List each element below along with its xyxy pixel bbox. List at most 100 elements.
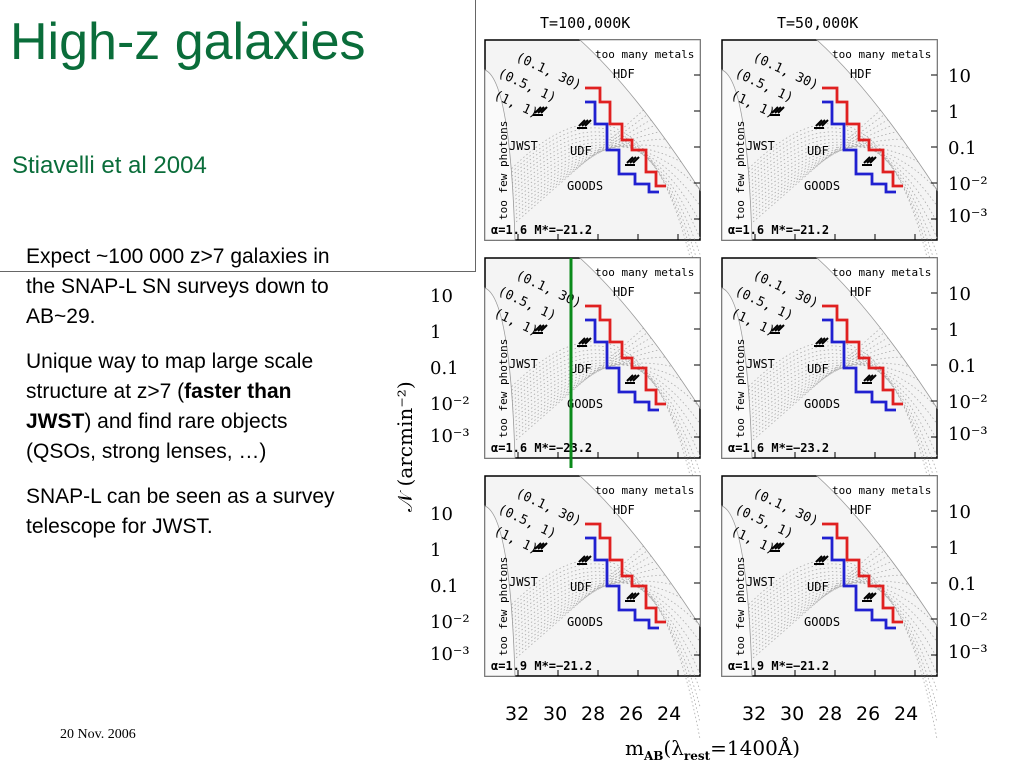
paragraph-unique: Unique way to map large scale structure … — [26, 347, 356, 467]
x-tick-label: 28 — [581, 703, 605, 725]
y-tick-label: 10⁻² — [948, 392, 988, 413]
survey-limit-marker — [814, 555, 829, 565]
survey-limit-marker — [770, 324, 785, 334]
x-axis-label: mAB(λrest=1400Å) — [625, 735, 800, 763]
label-row-params: α=1.6 M*=−23.2 — [491, 441, 592, 455]
label-goods: GOODS — [804, 615, 840, 629]
para2-bold: faster than JWST — [26, 380, 292, 433]
label-too-few-photons: too few photons — [734, 121, 747, 220]
contour-curve — [731, 131, 938, 271]
contour-curve — [494, 580, 701, 644]
label-row-params: α=1.6 M*=−21.2 — [728, 223, 829, 237]
label-jwst: JWST — [509, 139, 538, 153]
label-hdf: HDF — [850, 67, 872, 81]
contour-curve — [731, 364, 938, 434]
y-tick-label: 10⁻² — [948, 610, 988, 631]
contour-curve — [494, 345, 701, 505]
survey-limit-marker — [862, 592, 877, 602]
label-too-few-photons: too few photons — [497, 339, 510, 438]
y-tick-label: 10 — [430, 504, 453, 525]
contour-curve — [494, 528, 701, 670]
faint-region — [484, 69, 516, 241]
udf-limit-line — [585, 318, 659, 412]
contour-curve — [494, 127, 701, 287]
label-too-many-metals: too many metals — [832, 484, 931, 497]
contour-curve — [494, 567, 701, 707]
x-tick-label: 26 — [856, 703, 880, 725]
x-axis-subscript: rest — [684, 749, 711, 763]
x-tick-label: 24 — [657, 703, 681, 725]
survey-limit-marker — [625, 592, 640, 602]
contour-curve — [494, 574, 701, 659]
paragraph-survey: SNAP-L can be seen as a survey telescope… — [26, 485, 335, 538]
contour-curve — [494, 582, 701, 652]
hdf-limit-line — [822, 86, 903, 188]
excluded-region — [815, 39, 938, 192]
slide-title: High-z galaxies — [10, 13, 366, 71]
x-axis-text: m — [625, 736, 644, 760]
contour-curve — [494, 131, 701, 271]
label-too-few-photons: too few photons — [497, 121, 510, 220]
y-tick-label: 1 — [948, 320, 959, 341]
body-text: Expect ~100 000 z>7 galaxies in the SNAP… — [26, 242, 356, 557]
contour-curve — [494, 356, 701, 441]
label-row-params: α=1.6 M*=−23.2 — [728, 441, 829, 455]
label-row-params: α=1.9 M*=−21.2 — [728, 659, 829, 673]
contour-curve — [731, 563, 938, 723]
faint-region — [721, 505, 753, 677]
label-too-few-photons: too few photons — [734, 557, 747, 656]
label-too-few-photons: too few photons — [734, 339, 747, 438]
contour-curve — [494, 138, 701, 223]
x-tick-label: 32 — [742, 703, 766, 725]
udf-limit-line — [822, 536, 896, 630]
y-tick-label: 10 — [948, 502, 971, 523]
column-header: T=100,000K — [540, 14, 630, 32]
y-tick-label: 0.1 — [948, 574, 977, 595]
contour-curve — [494, 364, 701, 434]
contour-curve — [731, 582, 938, 652]
contour-curve — [731, 567, 938, 707]
x-tick-label: 32 — [505, 703, 529, 725]
contour-curve — [731, 580, 938, 644]
label-too-many-metals: too many metals — [832, 48, 931, 61]
contour-curve — [731, 528, 938, 670]
y-tick-label: 10⁻³ — [430, 426, 470, 447]
contour-curve — [731, 138, 938, 223]
label-udf: UDF — [807, 144, 829, 158]
contour-curve — [731, 574, 938, 659]
x-tick-label: 30 — [780, 703, 804, 725]
faint-region — [484, 287, 516, 459]
contour-curve — [731, 574, 938, 675]
paragraph-expect: Expect ~100 000 z>7 galaxies in the SNAP… — [26, 245, 330, 328]
x-tick-label: 26 — [619, 703, 643, 725]
x-tick-label: 24 — [894, 703, 918, 725]
survey-limit-marker — [625, 374, 640, 384]
label-too-many-metals: too many metals — [595, 48, 694, 61]
label-goods: GOODS — [804, 397, 840, 411]
survey-limit-marker — [862, 374, 877, 384]
survey-limit-marker — [625, 156, 640, 166]
slide-date: 20 Nov. 2006 — [60, 727, 136, 742]
contour-curve — [731, 138, 938, 239]
para2-pre: Unique way to map large scale structure … — [26, 350, 314, 403]
y-tick-label: 1 — [430, 540, 441, 561]
label-goods: GOODS — [567, 179, 603, 193]
contour-curve — [731, 356, 938, 457]
y-tick-label: 10⁻³ — [948, 424, 988, 445]
contour-curve — [494, 362, 701, 426]
y-tick-label: 0.1 — [948, 356, 977, 377]
contour-curve — [731, 349, 938, 489]
excluded-region — [578, 257, 701, 410]
label-udf: UDF — [570, 362, 592, 376]
survey-limit-marker — [577, 337, 592, 347]
survey-limit-marker — [533, 542, 548, 552]
contour-curve — [731, 345, 938, 505]
y-tick-label: 10⁻² — [430, 394, 470, 415]
label-too-many-metals: too many metals — [595, 484, 694, 497]
label-too-many-metals: too many metals — [595, 266, 694, 279]
x-tick-label: 28 — [818, 703, 842, 725]
